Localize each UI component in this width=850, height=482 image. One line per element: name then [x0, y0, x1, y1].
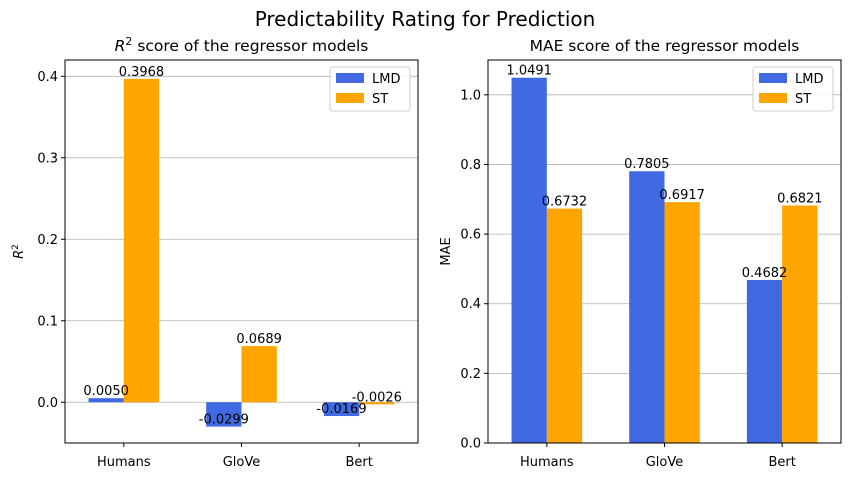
- bar-lmd-humans: [511, 77, 547, 443]
- data-label: -0.0299: [199, 413, 249, 428]
- data-label: 0.0050: [83, 384, 129, 399]
- x-tick-label: GloVe: [223, 455, 261, 470]
- y-tick-label: 0.2: [37, 233, 58, 248]
- data-label: 0.4682: [742, 266, 788, 281]
- y-tick-label: 0.6: [460, 228, 481, 243]
- y-axis-label: MAE: [439, 237, 454, 265]
- data-label: 0.7805: [624, 157, 670, 172]
- y-tick-label: 0.0: [460, 437, 481, 452]
- bar-st-bert: [359, 402, 395, 405]
- chart-panel-1: 0.0050 -0.0299 -0.0169 0.3968 0.0689 -0.0026 0…: [11, 35, 419, 470]
- y-tick-label: 0.8: [460, 158, 481, 173]
- legend-swatch-st: [336, 93, 364, 103]
- y-tick-label: 0.4: [460, 297, 481, 312]
- bar-lmd-glove: [206, 402, 242, 427]
- legend: LMD ST: [329, 66, 411, 112]
- y-tick-label: 1.0: [460, 88, 481, 103]
- legend-swatch-st: [759, 93, 787, 103]
- chart-panel-2: 1.0491 0.7805 0.4682 0.6732 0.6917 0.6821 0.0 0…: [439, 37, 842, 470]
- legend-swatch-lmd: [759, 73, 787, 83]
- bar-st-glove: [241, 346, 277, 403]
- y-tick-label: 0.4: [37, 70, 58, 85]
- legend-label-st: ST: [372, 92, 388, 107]
- bar-st-humans: [546, 208, 583, 443]
- x-tick-label: Bert: [345, 455, 372, 470]
- data-label: 1.0491: [506, 64, 552, 79]
- bar-st-humans: [123, 78, 160, 403]
- data-label: 0.0689: [236, 332, 282, 347]
- data-label: 0.3968: [119, 65, 165, 80]
- bar-st-bert: [782, 205, 818, 443]
- x-tick-label: Bert: [768, 455, 795, 470]
- x-tick-label: Humans: [520, 455, 574, 470]
- legend-label-lmd: LMD: [795, 72, 823, 87]
- x-tick-label: Humans: [97, 455, 151, 470]
- legend-label-st: ST: [795, 92, 811, 107]
- y-axis-label: R2: [11, 244, 27, 259]
- chart-title: MAE score of the regressor models: [530, 37, 800, 55]
- y-tick-label: 0.3: [37, 151, 58, 166]
- figure-title: Predictability Rating for Prediction: [255, 7, 596, 31]
- bar-lmd-glove: [629, 171, 665, 444]
- data-label: 0.6732: [542, 195, 588, 210]
- bar-lmd-humans: [88, 398, 124, 403]
- y-tick-label: 0.2: [460, 367, 481, 382]
- data-label: -0.0026: [352, 390, 402, 405]
- bar-lmd-bert: [746, 279, 783, 443]
- data-label: 0.6821: [777, 192, 823, 207]
- data-label: -0.0169: [316, 402, 366, 417]
- legend-swatch-lmd: [336, 73, 364, 83]
- bar-st-glove: [664, 202, 700, 443]
- data-label: 0.6917: [659, 188, 705, 203]
- y-tick-label: 0.0: [37, 396, 58, 411]
- x-tick-label: GloVe: [646, 455, 684, 470]
- legend-label-lmd: LMD: [372, 72, 400, 87]
- bar-lmd-bert: [323, 402, 360, 417]
- chart-title: R2 score of the regressor models: [115, 35, 369, 55]
- y-tick-label: 0.1: [37, 314, 58, 329]
- legend: LMD ST: [752, 66, 834, 112]
